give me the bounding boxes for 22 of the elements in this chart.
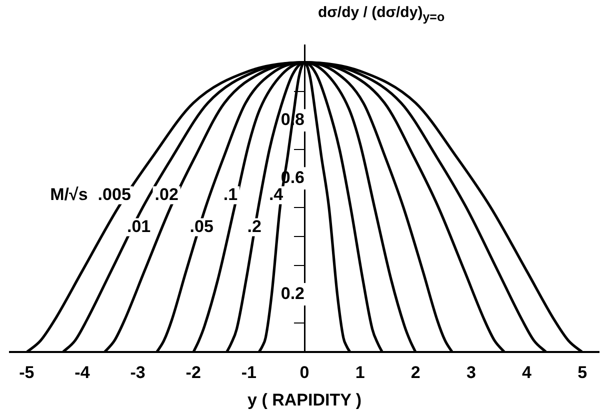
x-tick-label: 4 — [522, 363, 532, 382]
x-tick-label: -1 — [241, 363, 256, 382]
x-tick-label: 2 — [410, 363, 420, 382]
x-tick-label: 5 — [578, 363, 588, 382]
x-tick-label: 3 — [466, 363, 476, 382]
x-tick-label: -3 — [130, 363, 146, 382]
x-tick-label: 1 — [355, 363, 365, 382]
series-label: .2 — [247, 216, 262, 236]
x-tick-label: 0 — [300, 363, 310, 382]
y-tick-label: 0.2 — [280, 284, 304, 303]
x-axis-title: y ( RAPIDITY ) — [248, 390, 362, 410]
series-label: .005 — [98, 184, 131, 204]
x-tick-label: -4 — [74, 363, 90, 382]
series-label: .1 — [223, 184, 238, 204]
legend-title: M/√s — [50, 184, 88, 204]
series-label: .05 — [190, 216, 214, 236]
y-axis-title: dσ/dy / (dσ/dy)$_{y=o}$ — [318, 4, 445, 24]
series-label: .01 — [126, 216, 151, 236]
x-tick-label: -2 — [186, 363, 201, 382]
series-label: .02 — [154, 184, 178, 204]
series-label: .4 — [268, 184, 284, 204]
x-tick-label: -5 — [19, 363, 34, 382]
